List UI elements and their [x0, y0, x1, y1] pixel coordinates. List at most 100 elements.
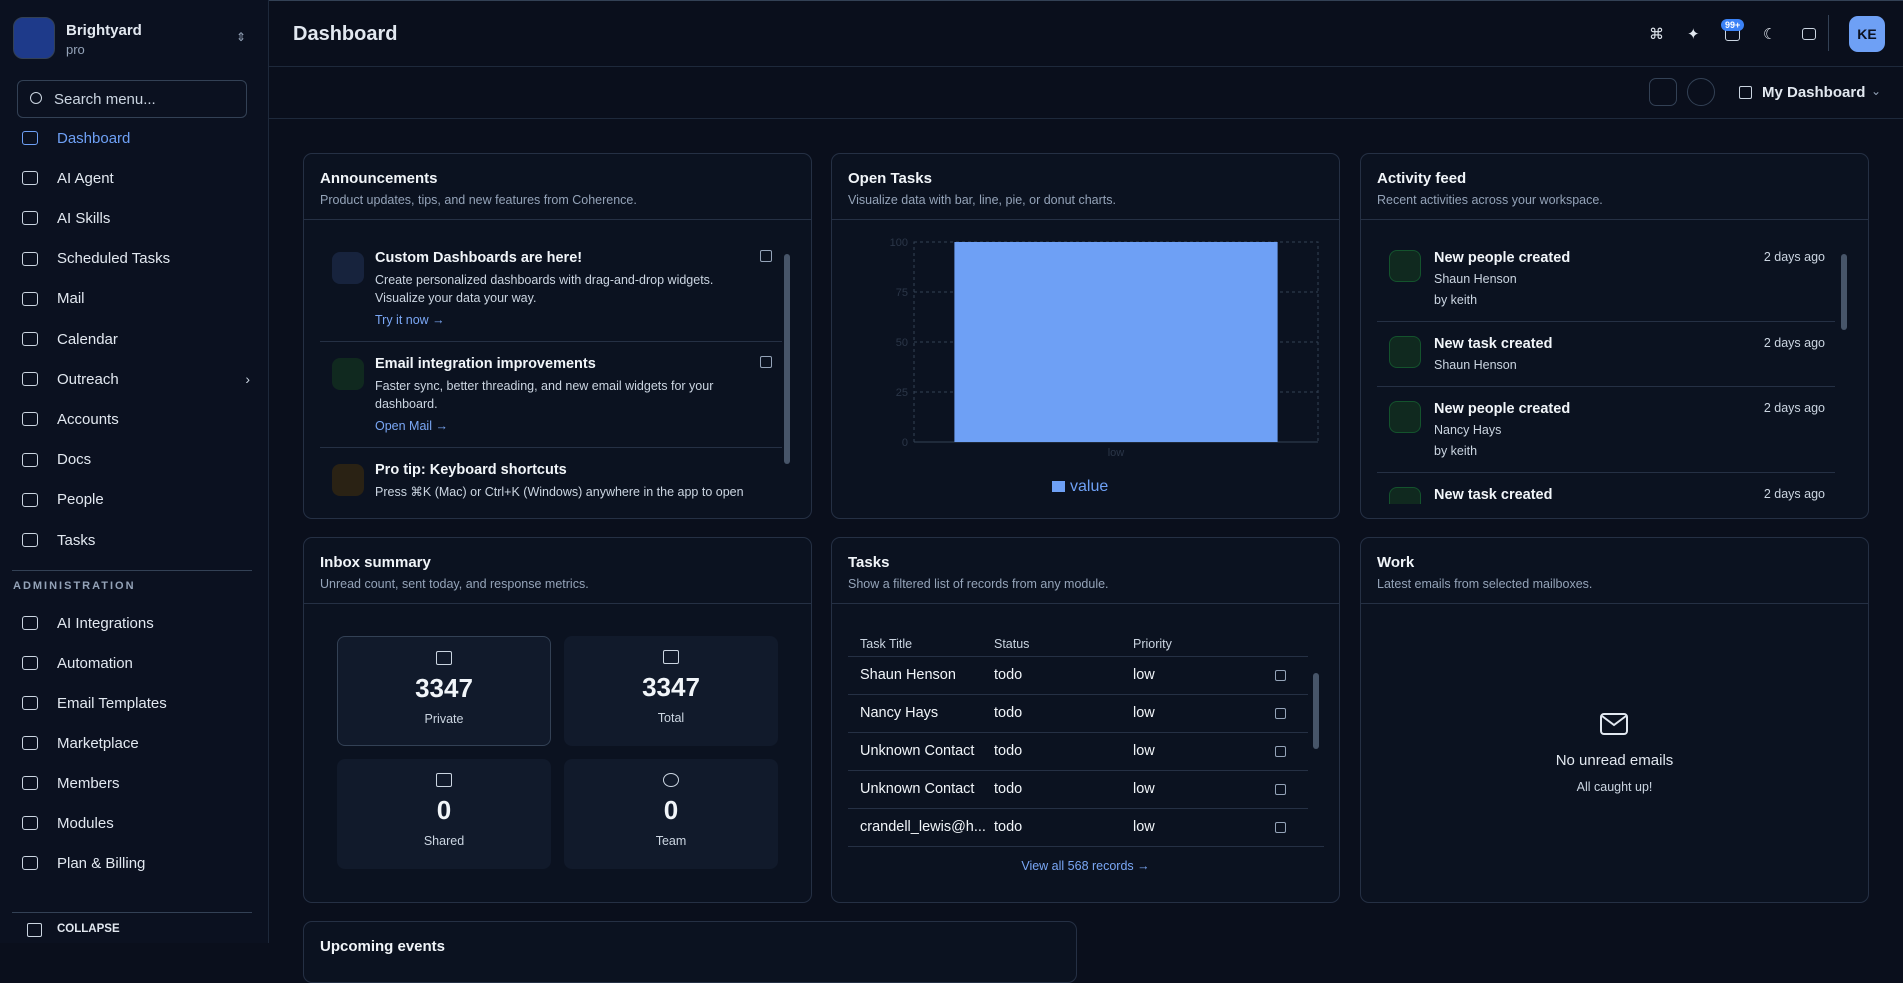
- menu-item[interactable]: AI Agent: [22, 162, 250, 194]
- open-record[interactable]: [1275, 670, 1286, 681]
- view-all-link[interactable]: View all 568 records →: [1021, 859, 1150, 873]
- activity-item: New people created Nancy Hays by keith 2 da…: [1377, 387, 1835, 473]
- column-header: Status: [994, 637, 1030, 651]
- announcement: Custom Dashboards are here! Create person…: [320, 236, 782, 342]
- menu-icon: [22, 251, 38, 266]
- stat-icon: [436, 651, 452, 665]
- menu-item[interactable]: Email Templates: [22, 687, 250, 719]
- cell: low: [1133, 705, 1155, 721]
- announcement-link[interactable]: Try it now →: [375, 313, 445, 327]
- menu-item[interactable]: Tasks: [22, 524, 250, 556]
- announcement-text: Faster sync, better threading, and new e…: [375, 379, 714, 411]
- announcement-link[interactable]: Open Mail →: [375, 419, 448, 433]
- activity-icon: [1389, 250, 1421, 282]
- card-subtitle: Product updates, tips, and new features …: [320, 193, 637, 207]
- open-record[interactable]: [1275, 822, 1286, 833]
- stat-label: Team: [655, 834, 687, 848]
- legend-label: value: [1070, 478, 1108, 495]
- card-subtitle: Latest emails from selected mailboxes.: [1377, 577, 1593, 591]
- reset-button[interactable]: [1687, 78, 1715, 106]
- menu-icon: [22, 533, 38, 547]
- page: Brightyard pro ⇕ Search menu... Dashboar…: [12, 0, 1903, 983]
- menu-item[interactable]: Outreach ›: [22, 363, 250, 395]
- menu-item[interactable]: Marketplace: [22, 727, 250, 759]
- open-record[interactable]: [1275, 708, 1286, 719]
- dashboard-select[interactable]: My Dashboard: [1762, 84, 1866, 101]
- x-tick-label: low: [1108, 447, 1125, 459]
- menu-label: People: [57, 491, 104, 509]
- row-divider: [848, 694, 1308, 695]
- menu-icon: [22, 452, 38, 467]
- org-switch[interactable]: ⇕: [236, 30, 247, 44]
- tasks-card: Tasks Show a filtered list of records fro…: [831, 537, 1340, 903]
- activity-card: Activity feed Recent activities across yo…: [1360, 153, 1869, 519]
- menu-item[interactable]: Accounts: [22, 403, 250, 435]
- column-header: Priority: [1133, 637, 1172, 651]
- menu-item[interactable]: Members: [22, 767, 250, 799]
- menu-item[interactable]: Automation: [22, 647, 250, 679]
- cell: todo: [994, 781, 1023, 797]
- announcement-text: Press ⌘K (Mac) or Ctrl+K (Windows) anywh…: [375, 485, 744, 499]
- row-divider: [848, 732, 1308, 733]
- announcement-icon: [332, 358, 364, 390]
- search-placeholder: Search menu...: [54, 91, 156, 108]
- activity-by: by keith: [1434, 293, 1478, 307]
- stat-value: 0: [436, 795, 452, 825]
- menu-item[interactable]: AI Skills: [22, 202, 250, 234]
- menu-icon: [22, 412, 38, 427]
- activity-item: New task created Shaun Henson 2 days ago: [1377, 322, 1835, 387]
- menu-item[interactable]: Modules: [22, 807, 250, 839]
- menu-icon: [22, 856, 38, 870]
- stat-box: 3347 Private: [337, 636, 551, 746]
- announcement-icon: [332, 464, 364, 496]
- announcement-title: Email integration improvements: [375, 356, 596, 372]
- menu-item[interactable]: Calendar: [22, 323, 250, 355]
- card-title: Tasks: [848, 554, 890, 571]
- menu-item[interactable]: AI Integrations: [22, 607, 250, 639]
- activity-time: 2 days ago: [1763, 250, 1825, 264]
- open-record[interactable]: [1275, 784, 1286, 795]
- menu-item[interactable]: Plan & Billing: [22, 847, 250, 879]
- menu-icon: [22, 656, 38, 670]
- inbox-card: Inbox summary Unread count, sent today, a…: [303, 537, 812, 903]
- cell: crandell_lewis@h...: [860, 819, 986, 835]
- menu-label: Calendar: [57, 330, 118, 348]
- activity-title: New people created: [1434, 250, 1571, 266]
- page-title: Dashboard: [293, 23, 398, 45]
- row-divider: [848, 846, 1324, 847]
- menu-item[interactable]: Scheduled Tasks: [22, 243, 250, 275]
- notification-badge: 99+: [1721, 19, 1745, 31]
- menu-item[interactable]: People: [22, 484, 250, 516]
- menu-label: Dashboard: [57, 129, 131, 147]
- org-name: Brightyard: [66, 22, 142, 39]
- open-record[interactable]: [1275, 746, 1286, 757]
- collapse-icon: [27, 923, 42, 937]
- empty-title: No unread emails: [1555, 752, 1674, 769]
- cell: low: [1133, 781, 1155, 797]
- legend-swatch: [1052, 481, 1065, 492]
- menu-label: Accounts: [57, 410, 119, 428]
- empty-text: All caught up!: [1576, 780, 1653, 794]
- announcement-text: Create personalized dashboards with drag…: [375, 273, 714, 305]
- cell: low: [1133, 667, 1155, 683]
- ai-icon[interactable]: ✦: [1687, 26, 1700, 43]
- announcement-title: Pro tip: Keyboard shortcuts: [375, 462, 567, 478]
- activity-name: Nancy Hays: [1434, 423, 1502, 437]
- avatar[interactable]: KE: [1849, 16, 1885, 52]
- command-icon[interactable]: ⌘: [1649, 26, 1664, 43]
- column-header: Task Title: [860, 637, 913, 651]
- menu-icon: [22, 131, 38, 145]
- menu-label: AI Skills: [57, 209, 111, 227]
- activity-icon: [1389, 401, 1421, 433]
- menu-item[interactable]: Docs: [22, 444, 250, 476]
- bot-icon[interactable]: [1802, 28, 1816, 40]
- collapse-button[interactable]: COLLAPSE: [57, 923, 120, 935]
- edit-button[interactable]: [1649, 78, 1677, 106]
- activity-list: New people created Shaun Henson by keith 2 …: [1377, 236, 1835, 504]
- menu-item[interactable]: Dashboard: [22, 122, 250, 154]
- search-box[interactable]: Search menu...: [17, 80, 247, 118]
- theme-toggle[interactable]: ☾: [1763, 26, 1777, 43]
- external-link[interactable]: [760, 356, 772, 368]
- external-link[interactable]: [760, 250, 772, 262]
- menu-item[interactable]: Mail: [22, 283, 250, 315]
